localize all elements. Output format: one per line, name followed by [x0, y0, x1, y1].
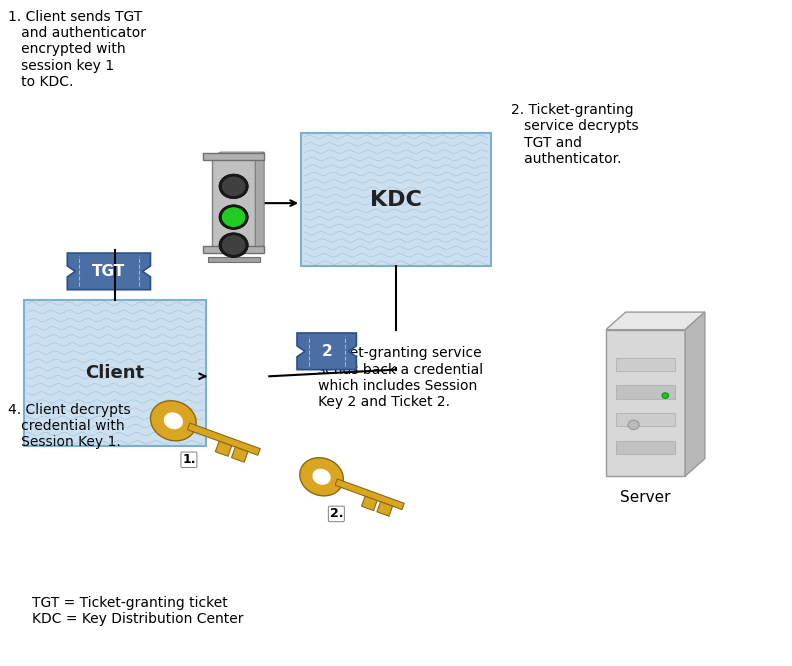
Circle shape	[219, 233, 248, 257]
FancyBboxPatch shape	[377, 501, 393, 516]
FancyBboxPatch shape	[231, 447, 248, 462]
Polygon shape	[67, 253, 150, 290]
Text: 2.: 2.	[329, 507, 343, 520]
Text: Server: Server	[620, 490, 671, 505]
Polygon shape	[312, 469, 331, 485]
FancyBboxPatch shape	[301, 133, 491, 266]
Text: KDC: KDC	[370, 190, 422, 210]
FancyBboxPatch shape	[616, 358, 676, 371]
Polygon shape	[606, 312, 705, 330]
FancyBboxPatch shape	[606, 330, 685, 476]
FancyBboxPatch shape	[361, 496, 377, 511]
Circle shape	[219, 174, 248, 198]
FancyBboxPatch shape	[215, 441, 232, 456]
FancyBboxPatch shape	[616, 441, 676, 454]
Polygon shape	[297, 333, 356, 370]
Polygon shape	[164, 412, 183, 429]
Polygon shape	[299, 458, 343, 496]
Circle shape	[219, 205, 248, 229]
Text: TGT = Ticket-granting ticket
KDC = Key Distribution Center: TGT = Ticket-granting ticket KDC = Key D…	[32, 596, 243, 626]
Polygon shape	[211, 152, 265, 157]
FancyBboxPatch shape	[335, 479, 404, 509]
Text: 1.: 1.	[182, 454, 196, 466]
FancyBboxPatch shape	[211, 157, 255, 250]
FancyBboxPatch shape	[188, 423, 261, 456]
FancyBboxPatch shape	[24, 300, 206, 446]
FancyBboxPatch shape	[616, 413, 676, 426]
Text: 2. Ticket-granting
   service decrypts
   TGT and
   authenticator.: 2. Ticket-granting service decrypts TGT …	[511, 103, 638, 166]
FancyBboxPatch shape	[616, 386, 676, 398]
Text: 4. Client decrypts
   credential with
   Session Key 1.: 4. Client decrypts credential with Sessi…	[8, 403, 131, 450]
Circle shape	[222, 176, 246, 196]
Polygon shape	[685, 312, 705, 476]
FancyBboxPatch shape	[203, 153, 264, 161]
Text: Client: Client	[86, 364, 144, 382]
Circle shape	[222, 207, 246, 227]
Text: TGT: TGT	[93, 264, 125, 279]
Circle shape	[628, 420, 639, 430]
Text: 1. Client sends TGT
   and authenticator
   encrypted with
   session key 1
   t: 1. Client sends TGT and authenticator en…	[8, 10, 146, 89]
FancyBboxPatch shape	[203, 246, 264, 254]
Circle shape	[222, 235, 246, 255]
Text: 3. Ticket-granting service
   sends back a credential
   which includes Session
: 3. Ticket-granting service sends back a …	[305, 346, 483, 409]
FancyBboxPatch shape	[208, 257, 260, 262]
Text: 2: 2	[322, 344, 332, 359]
Polygon shape	[150, 401, 196, 441]
Circle shape	[662, 393, 668, 398]
Polygon shape	[256, 152, 265, 250]
